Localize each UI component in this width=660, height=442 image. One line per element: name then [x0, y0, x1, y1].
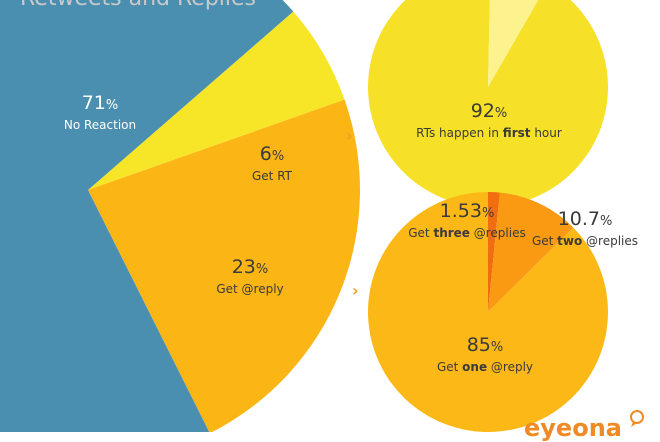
unit-no-reaction: %	[105, 98, 119, 113]
unit-rt-first-hour: %	[494, 106, 508, 121]
slice-rt-first-hour	[368, 0, 608, 207]
slice-get-reply	[88, 99, 360, 432]
text-two-bold: two	[557, 234, 583, 248]
label-reply-two: 10.7% Get two @replies	[522, 208, 648, 249]
text-one-post: @reply	[487, 360, 534, 374]
text-get-rt: Get RT	[252, 169, 292, 183]
text-three-post: @replies	[469, 226, 526, 240]
label-get-rt: 6% Get RT	[222, 143, 322, 184]
brand-logo: eyeona	[524, 414, 622, 442]
slice-rt-rest	[488, 0, 539, 87]
unit-reply-three: %	[481, 206, 495, 221]
text-rt-pre: RTs happen in	[416, 126, 503, 140]
text-one-pre: Get	[436, 360, 463, 374]
slice-reply-three	[488, 192, 500, 312]
value-reply-three: 1.53	[439, 200, 482, 222]
text-three-bold: three	[433, 226, 470, 240]
slice-reply-two	[488, 192, 574, 312]
text-rt-post: hour	[530, 126, 562, 140]
value-reply-two: 10.7	[557, 208, 600, 230]
chart-title: Retweets and Replies	[20, 0, 256, 11]
value-get-rt: 6	[259, 143, 272, 165]
text-one-bold: one	[462, 360, 488, 374]
unit-get-reply: %	[255, 262, 269, 277]
chevron-right-icon: ›	[352, 281, 359, 300]
text-get-reply: Get @reply	[216, 282, 284, 296]
text-rt-bold: first	[502, 126, 531, 140]
slice-no-reaction	[0, 0, 294, 432]
value-reply-one: 85	[466, 334, 491, 356]
value-rt-first-hour: 92	[470, 100, 495, 122]
text-no-reaction: No Reaction	[63, 118, 137, 132]
unit-get-rt: %	[271, 149, 285, 164]
pie-charts	[0, 0, 608, 432]
chevron-right-icon: ›	[346, 126, 353, 145]
text-two-post: @replies	[582, 234, 639, 248]
value-no-reaction: 71	[81, 92, 106, 114]
unit-reply-two: %	[599, 214, 613, 229]
speech-bubble-icon	[630, 410, 644, 427]
value-get-reply: 23	[231, 256, 256, 278]
label-no-reaction: 71% No Reaction	[40, 92, 160, 133]
text-three-pre: Get	[408, 226, 434, 240]
label-rt-first-hour: 92% RTs happen in first hour	[404, 100, 574, 141]
label-get-reply: 23% Get @reply	[190, 256, 310, 297]
slice-reply-one	[367, 192, 608, 432]
slice-get-rt	[88, 11, 345, 191]
label-reply-one: 85% Get one @reply	[420, 334, 550, 375]
text-two-pre: Get	[531, 234, 558, 248]
label-reply-three: 1.53% Get three @replies	[402, 200, 532, 241]
unit-reply-one: %	[490, 340, 504, 355]
